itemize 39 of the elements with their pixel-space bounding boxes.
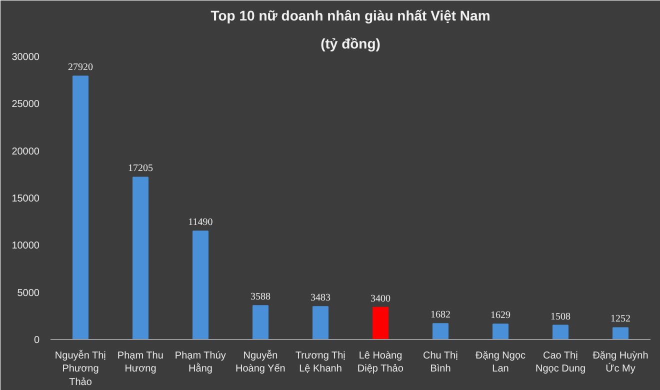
data-label: 1629 bbox=[490, 310, 510, 322]
bar bbox=[192, 230, 208, 340]
data-label: 17205 bbox=[128, 163, 153, 174]
x-tick-label: Đặng Huỳnh Ức My bbox=[592, 350, 648, 375]
y-tick-label: 10000 bbox=[12, 240, 40, 252]
y-tick-label: 0 bbox=[34, 335, 40, 346]
y-tick-label: 15000 bbox=[12, 194, 40, 204]
bar bbox=[132, 176, 148, 340]
data-label: 1252 bbox=[610, 314, 630, 325]
bar bbox=[492, 324, 508, 340]
bar bbox=[432, 323, 448, 340]
bar bbox=[552, 324, 568, 340]
data-label: 3400 bbox=[370, 293, 390, 304]
data-label: 1682 bbox=[430, 310, 450, 321]
x-tick-label: Lê Hoàng Diệp Thảo bbox=[357, 350, 404, 375]
y-tick-label: 25000 bbox=[12, 99, 40, 110]
chart-subtitle: (tỷ đồng) bbox=[320, 36, 380, 52]
data-label: 3588 bbox=[250, 292, 270, 303]
x-tick-label: Cao Thị Ngọc Dung bbox=[535, 350, 586, 375]
bar bbox=[312, 306, 328, 340]
data-label: 11490 bbox=[188, 217, 213, 228]
bar bbox=[372, 306, 388, 340]
bar bbox=[612, 327, 628, 340]
x-tick-label: Nguyễn Hoàng Yến bbox=[235, 350, 286, 375]
x-tick-label: Đặng Ngọc Lan bbox=[475, 350, 526, 375]
x-tick-label: Nguyễn Thị Phương Thảo bbox=[54, 350, 106, 388]
y-tick-label: 30000 bbox=[12, 52, 40, 63]
x-tick-label: Trương Thị Lệ Khanh bbox=[295, 350, 346, 375]
x-tick-label: Phạm Thu Hương bbox=[117, 350, 164, 375]
data-label: 27920 bbox=[68, 62, 93, 74]
chart-title: Top 10 nữ doanh nhân giàu nhất Việt Nam bbox=[210, 8, 490, 24]
bar bbox=[252, 305, 268, 340]
x-tick-label: Phạm Thúy Hằng bbox=[174, 350, 226, 375]
y-tick-label: 20000 bbox=[12, 146, 40, 158]
y-tick-label: 5000 bbox=[17, 288, 40, 299]
bar bbox=[72, 76, 88, 340]
data-label: 1508 bbox=[550, 311, 570, 322]
x-tick-label: Chu Thị Bình bbox=[422, 350, 458, 375]
data-label: 3483 bbox=[310, 292, 330, 304]
